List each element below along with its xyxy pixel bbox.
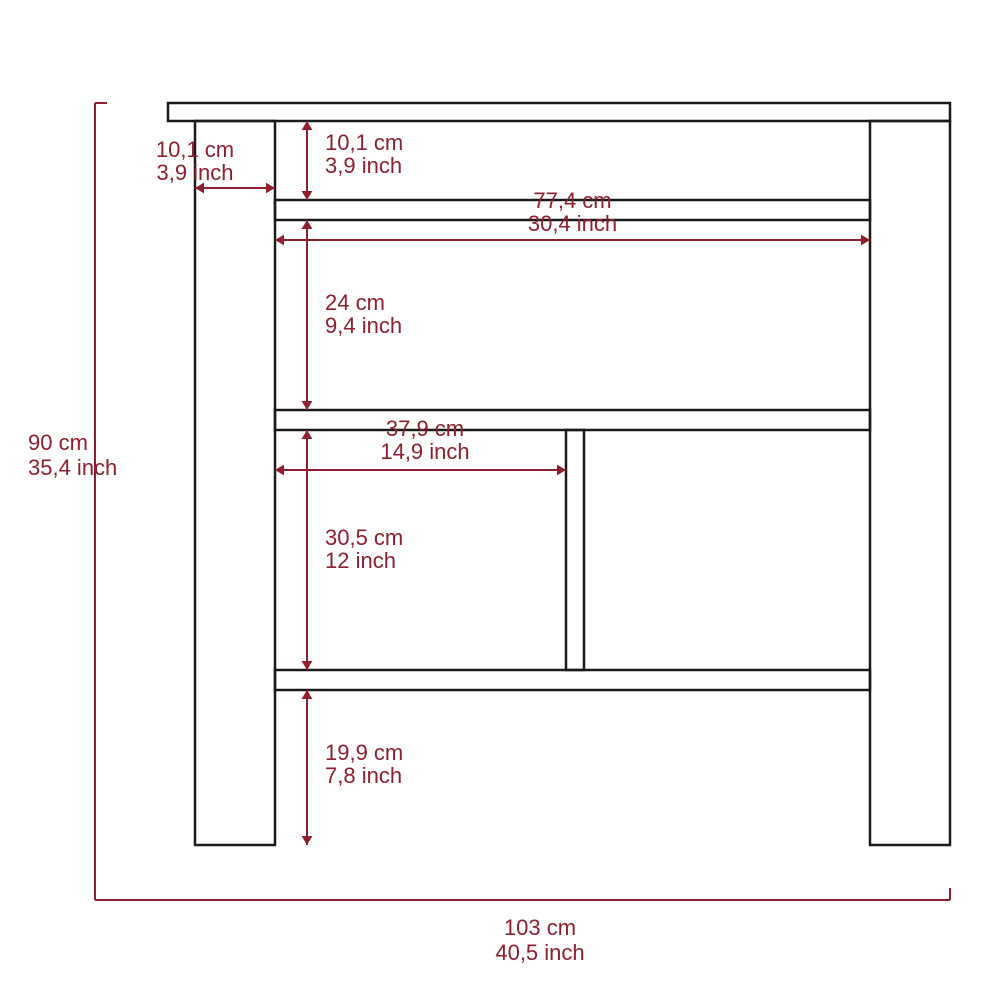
shelf-gap2-inch: 12 inch: [325, 548, 396, 573]
bottom-gap-inch: 7,8 inch: [325, 763, 402, 788]
top-gap-cm: 10,1 cm: [325, 130, 403, 155]
overall-height-inch: 35,4 inch: [28, 455, 117, 480]
half-width-cm: 37,9 cm: [386, 416, 464, 441]
furniture-dimension-diagram: 90 cm35,4 inch103 cm40,5 inch10,1 cm3,9 …: [0, 0, 1000, 1000]
overall-width-cm: 103 cm: [504, 915, 576, 940]
shelf-gap2-cm: 30,5 cm: [325, 525, 403, 550]
inner-width-inch: 30,4 inch: [528, 211, 617, 236]
bottom-gap-cm: 19,9 cm: [325, 740, 403, 765]
shelf-gap1-cm: 24 cm: [325, 290, 385, 315]
overall-width-inch: 40,5 inch: [495, 940, 584, 965]
top-gap-inch: 3,9 inch: [325, 153, 402, 178]
half-width-inch: 14,9 inch: [380, 439, 469, 464]
inner-width-cm: 77,4 cm: [533, 188, 611, 213]
overall-height-cm: 90 cm: [28, 430, 88, 455]
shelf-gap1-inch: 9,4 inch: [325, 313, 402, 338]
post-width-inch: 3,9 inch: [156, 160, 233, 185]
post-width-cm: 10,1 cm: [156, 137, 234, 162]
